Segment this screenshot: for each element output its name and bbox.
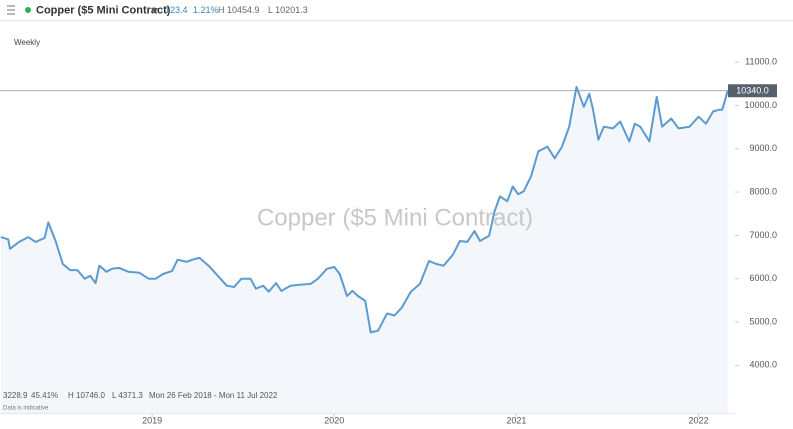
range-low: L 4371.3 [112,391,143,400]
x-tick-label: 2020 [324,415,344,425]
y-tick-label: 10000.0 [744,100,777,110]
plot: 4000.0 5000.0 6000.0 7000.0 8000.0 9000.0 1000… [0,57,777,425]
menu-icon[interactable] [7,5,15,15]
range-change: 3228.9 [3,391,28,400]
y-tick-label: 11000.0 [745,57,777,67]
y-tick-label: 6000.0 [749,273,777,283]
x-tick-label: 2021 [506,415,526,425]
last-price-box [728,84,777,98]
y-tick-label: 7000.0 [749,230,777,240]
price-line [0,85,729,334]
x-tick-label: 2022 [689,415,709,425]
x-tick-label: 2019 [142,415,162,425]
header-low: L 10201.3 [268,5,308,15]
range-high: H 10746.0 [68,391,105,400]
header-change-pct: 1.21% [193,5,219,15]
data-note: Data is indicative [3,406,49,412]
y-tick-label: 5000.0 [749,316,777,326]
y-tick-label: 8000.0 [749,186,777,196]
header-high: H 10454.9 [218,5,260,15]
instrument-title[interactable]: Copper ($5 Mini Contract) [36,4,171,16]
header-change: 123.4 [165,5,188,15]
status-dot [25,7,31,13]
range-dates: Mon 26 Feb 2018 - Mon 11 Jul 2022 [149,391,278,400]
interval-label: Weekly [14,38,40,47]
dropdown-arrow[interactable] [151,8,158,13]
y-tick-label: 9000.0 [749,143,777,153]
range-change-pct: 45.41% [31,391,58,400]
watermark: Copper ($5 Mini Contract) [257,204,533,231]
area-fill [0,86,728,414]
y-tick-label: 4000.0 [749,360,777,370]
last-price-label: 10340.0 [736,86,769,96]
